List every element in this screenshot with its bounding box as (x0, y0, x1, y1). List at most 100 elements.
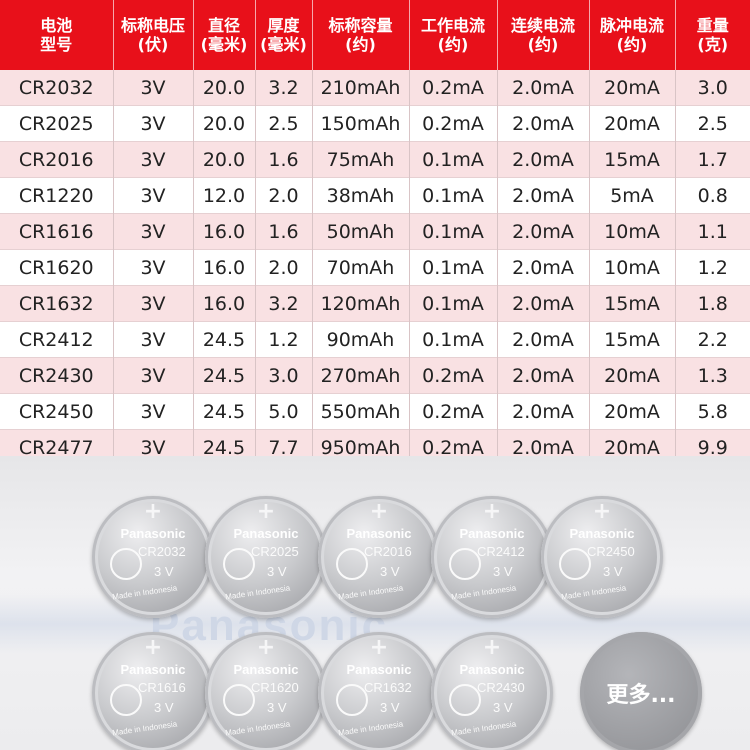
column-header: 脉冲电流 (约) (589, 0, 676, 70)
column-header: 标称电压 (伏) (113, 0, 194, 70)
coin-made-in: Made in Indonesia (224, 583, 291, 602)
table-cell: 50mAh (312, 213, 410, 250)
coin-brand: Panasonic (569, 526, 635, 541)
table-cell: 3V (113, 177, 194, 214)
table-cell: 0.1mA (409, 177, 498, 214)
battery-spec-table: 电池 型号 标称电压 (伏) 直径 (毫米) 厚度 (毫米) 标称容量 (约) 工作电流 (约) 连续电… (0, 0, 750, 466)
battery-safety-person-icon (223, 548, 255, 580)
column-header-line: 厚度 (267, 16, 300, 35)
table-cell: 1.6 (255, 213, 313, 250)
column-header-line: 标称电压 (120, 16, 185, 35)
plus-icon: + (369, 635, 389, 660)
table-cell: 2.0mA (497, 70, 590, 106)
table-row: CR1616 3V 16.0 1.6 50mAh 0.1mA 2.0mA 10mA 1.1 (0, 213, 750, 250)
table-cell: 3V (113, 393, 194, 430)
table-row: CR1620 3V 16.0 2.0 70mAh 0.1mA 2.0mA 10mA 1.2 (0, 249, 750, 286)
more-button[interactable]: 更多... (580, 632, 702, 750)
column-header: 直径 (毫米) (193, 0, 256, 70)
table-cell: 3V (113, 105, 194, 142)
coin-voltage: 3 V (493, 700, 513, 715)
table-cell: 2.0mA (497, 105, 590, 142)
table-cell: 1.2 (675, 249, 750, 286)
table-cell: 0.1mA (409, 321, 498, 358)
coin-brand: Panasonic (120, 526, 186, 541)
table-cell: 2.0mA (497, 213, 590, 250)
column-header-line: (克) (697, 35, 729, 54)
table-cell: 16.0 (193, 285, 256, 322)
battery-safety-person-icon (449, 548, 481, 580)
plus-icon: + (256, 635, 276, 660)
column-header: 标称容量 (约) (312, 0, 410, 70)
coin-brand: Panasonic (346, 662, 412, 677)
table-cell: 3V (113, 213, 194, 250)
table-cell: 20.0 (193, 141, 256, 178)
column-header-line: (约) (345, 35, 376, 54)
table-cell: 90mAh (312, 321, 410, 358)
table-cell: 24.5 (193, 357, 256, 394)
table-cell: 0.1mA (409, 285, 498, 322)
coin-brand: Panasonic (233, 526, 299, 541)
table-cell: 3V (113, 357, 194, 394)
table-cell: 0.2mA (409, 393, 498, 430)
table-row: CR1632 3V 16.0 3.2 120mAh 0.1mA 2.0mA 15mA 1.8 (0, 285, 750, 322)
plus-icon: + (592, 499, 612, 524)
table-cell: 2.0mA (497, 177, 590, 214)
table-cell: 15mA (589, 141, 676, 178)
table-cell: 120mAh (312, 285, 410, 322)
coin-battery: + Panasonic CR1632 3 V Made in Indonesia (318, 632, 440, 750)
spec-table-container: 电池 型号 标称电压 (伏) 直径 (毫米) 厚度 (毫米) 标称容量 (约) 工作电流 (约) 连续电… (0, 0, 750, 466)
battery-safety-person-icon (336, 684, 368, 716)
column-header-line: 直径 (207, 16, 240, 35)
table-cell: 1.8 (675, 285, 750, 322)
table-cell: 150mAh (312, 105, 410, 142)
column-header-line: 重量 (696, 16, 729, 35)
column-header-line: 电池 (40, 16, 73, 35)
coin-brand: Panasonic (459, 662, 525, 677)
plus-icon: + (256, 499, 276, 524)
table-cell: 75mAh (312, 141, 410, 178)
coin-voltage: 3 V (380, 564, 400, 579)
coin-model: CR2430 (477, 680, 525, 695)
table-row: CR2450 3V 24.5 5.0 550mAh 0.2mA 2.0mA 20mA 5.8 (0, 393, 750, 430)
coin-model: CR2032 (138, 544, 186, 559)
coin-made-in: Made in Indonesia (450, 583, 517, 602)
table-cell: CR2430 (0, 357, 114, 394)
table-cell: 24.5 (193, 321, 256, 358)
coin-made-in: Made in Indonesia (111, 583, 178, 602)
coin-brand: Panasonic (120, 662, 186, 677)
plus-icon: + (482, 499, 502, 524)
table-cell: 270mAh (312, 357, 410, 394)
table-row: CR2016 3V 20.0 1.6 75mAh 0.1mA 2.0mA 15mA 1.7 (0, 141, 750, 178)
product-photo: Panasonic + Panasonic CR2032 3 V Made in Ind… (0, 456, 750, 750)
table-cell: 15mA (589, 285, 676, 322)
table-cell: 1.3 (675, 357, 750, 394)
table-cell: 1.6 (255, 141, 313, 178)
coin-voltage: 3 V (380, 700, 400, 715)
table-cell: CR1620 (0, 249, 114, 286)
table-cell: CR2032 (0, 70, 114, 106)
plus-icon: + (369, 499, 389, 524)
column-header-line: 工作电流 (420, 16, 485, 35)
battery-safety-person-icon (110, 684, 142, 716)
table-cell: CR1632 (0, 285, 114, 322)
table-cell: 550mAh (312, 393, 410, 430)
table-cell: 3V (113, 141, 194, 178)
coin-voltage: 3 V (603, 564, 623, 579)
table-cell: CR2016 (0, 141, 114, 178)
table-cell: 1.2 (255, 321, 313, 358)
table-cell: 16.0 (193, 249, 256, 286)
table-cell: 0.2mA (409, 70, 498, 106)
coin-made-in: Made in Indonesia (224, 719, 291, 738)
table-cell: 3.0 (255, 357, 313, 394)
table-cell: 5mA (589, 177, 676, 214)
table-cell: 2.0 (255, 249, 313, 286)
coin-battery: + Panasonic CR2450 3 V Made in Indonesia (541, 496, 663, 618)
coin-battery: + Panasonic CR2025 3 V Made in Indonesia (205, 496, 327, 618)
coin-battery: + Panasonic CR2016 3 V Made in Indonesia (318, 496, 440, 618)
table-header-row: 电池 型号 标称电压 (伏) 直径 (毫米) 厚度 (毫米) 标称容量 (约) 工作电流 (约) 连续电… (0, 0, 750, 70)
coin-made-in: Made in Indonesia (450, 719, 517, 738)
column-header-line: (约) (527, 35, 559, 54)
battery-safety-person-icon (110, 548, 142, 580)
column-header-line: 型号 (40, 35, 73, 54)
table-row: CR2025 3V 20.0 2.5 150mAh 0.2mA 2.0mA 20mA 2.5 (0, 105, 750, 142)
